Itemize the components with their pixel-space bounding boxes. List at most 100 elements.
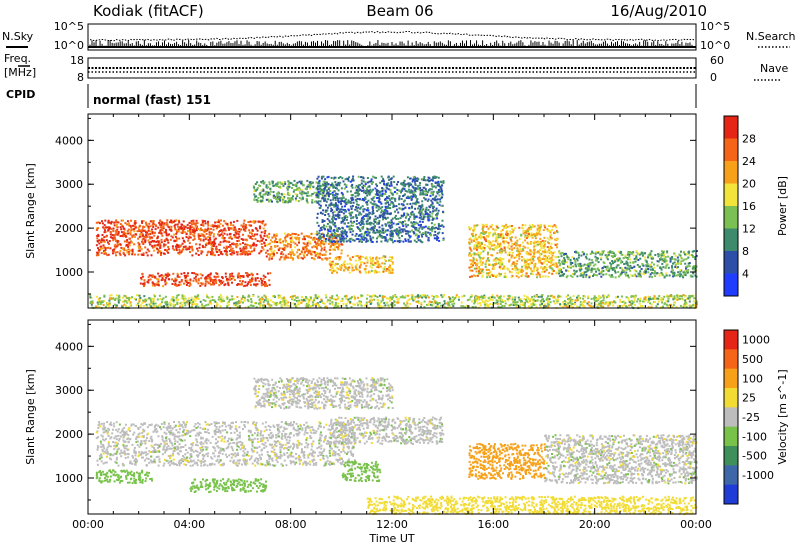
heatmap-cell [565, 276, 568, 279]
heatmap-cell [253, 243, 255, 246]
heatmap-cell [580, 272, 583, 275]
heatmap-cell [487, 272, 490, 274]
heatmap-cell [542, 298, 545, 301]
heatmap-cell [470, 253, 473, 256]
heatmap-cell [530, 269, 533, 272]
heatmap-cell [262, 188, 265, 191]
heatmap-cell [502, 241, 505, 244]
heatmap-cell [326, 181, 328, 184]
heatmap-cell [218, 284, 221, 287]
heatmap-cell [293, 233, 296, 236]
heatmap-cell [220, 251, 223, 253]
heatmap-cell [532, 263, 535, 266]
heatmap-cell [567, 294, 570, 297]
heatmap-cell [212, 224, 215, 227]
heatmap-cell [480, 268, 483, 271]
heatmap-cell [111, 234, 114, 237]
heatmap-cell [695, 300, 698, 303]
nave-tick-top: 60 [710, 54, 724, 67]
heatmap-cell [259, 191, 262, 194]
heatmap-cell [575, 270, 578, 273]
heatmap-cell [541, 239, 544, 242]
heatmap-cell [610, 274, 613, 277]
heatmap-cell [142, 283, 145, 286]
heatmap-cell [633, 297, 636, 300]
heatmap-cell [545, 263, 548, 266]
heatmap-cell [606, 296, 608, 299]
heatmap-cell [566, 254, 568, 257]
heatmap-cell [496, 252, 499, 255]
heatmap-cell [340, 300, 343, 303]
heatmap-cell [468, 298, 471, 301]
heatmap-cell [305, 187, 308, 190]
heatmap-cell [487, 241, 490, 243]
heatmap-cell [219, 243, 222, 246]
heatmap-cell [628, 301, 631, 304]
heatmap-cell [494, 258, 497, 261]
heatmap-cell [224, 229, 227, 232]
heatmap-cell [485, 240, 488, 243]
heatmap-cell [232, 275, 235, 278]
heatmap-cell [653, 271, 656, 274]
heatmap-cell [298, 189, 301, 191]
heatmap-cell [213, 254, 216, 257]
heatmap-cell [166, 219, 169, 222]
heatmap-cell [310, 194, 313, 197]
heatmap-cell [154, 283, 157, 286]
heatmap-cell [250, 231, 252, 234]
heatmap-cell [170, 299, 173, 302]
heatmap-cell [236, 230, 239, 233]
heatmap-cell [504, 302, 507, 305]
heatmap-cell [687, 252, 690, 255]
heatmap-cell [466, 299, 469, 302]
heatmap-cell [684, 302, 686, 305]
heatmap-cell [521, 265, 524, 268]
heatmap-cell [121, 225, 124, 228]
heatmap-cell [199, 273, 202, 276]
heatmap-cell [242, 250, 245, 253]
heatmap-cell [584, 301, 587, 304]
heatmap-cell [443, 300, 446, 303]
heatmap-cell [189, 283, 192, 286]
heatmap-cell [546, 250, 549, 253]
heatmap-cell [486, 253, 489, 256]
heatmap-cell [126, 223, 129, 226]
heatmap-cell [577, 263, 580, 266]
heatmap-cell [187, 272, 189, 275]
heatmap-cell [534, 244, 537, 247]
heatmap-cell [273, 249, 276, 252]
heatmap-cell [233, 234, 236, 236]
heatmap-cell [410, 294, 413, 297]
heatmap-cell [276, 241, 278, 244]
heatmap-cell [552, 252, 555, 254]
heatmap-cell [281, 301, 284, 304]
heatmap-cell [662, 266, 665, 269]
heatmap-cell [625, 305, 628, 308]
heatmap-cell [323, 237, 326, 240]
heatmap-cell [649, 302, 652, 305]
heatmap-cell [647, 295, 650, 298]
heatmap-cell [175, 219, 178, 222]
heatmap-cell [230, 223, 233, 226]
heatmap-cell [176, 274, 179, 276]
heatmap-cell [523, 264, 526, 267]
heatmap-cell [393, 304, 396, 307]
heatmap-cell [289, 234, 292, 237]
heatmap-cell [160, 254, 162, 256]
heatmap-cell [284, 304, 287, 307]
heatmap-cell [232, 220, 235, 223]
heatmap-cell [691, 253, 693, 256]
heatmap-cell [152, 283, 155, 286]
heatmap-cell [206, 251, 209, 254]
heatmap-cell [302, 253, 305, 256]
heatmap-cell [178, 253, 181, 256]
heatmap-cell [515, 262, 518, 265]
heatmap-cell [200, 304, 203, 307]
heatmap-cell [113, 248, 116, 251]
heatmap-cell [507, 294, 510, 297]
heatmap-cell [391, 297, 393, 300]
heatmap-cell [282, 253, 285, 256]
noise-panel [87, 23, 697, 51]
heatmap-cell [262, 301, 265, 304]
heatmap-cell [155, 225, 157, 228]
